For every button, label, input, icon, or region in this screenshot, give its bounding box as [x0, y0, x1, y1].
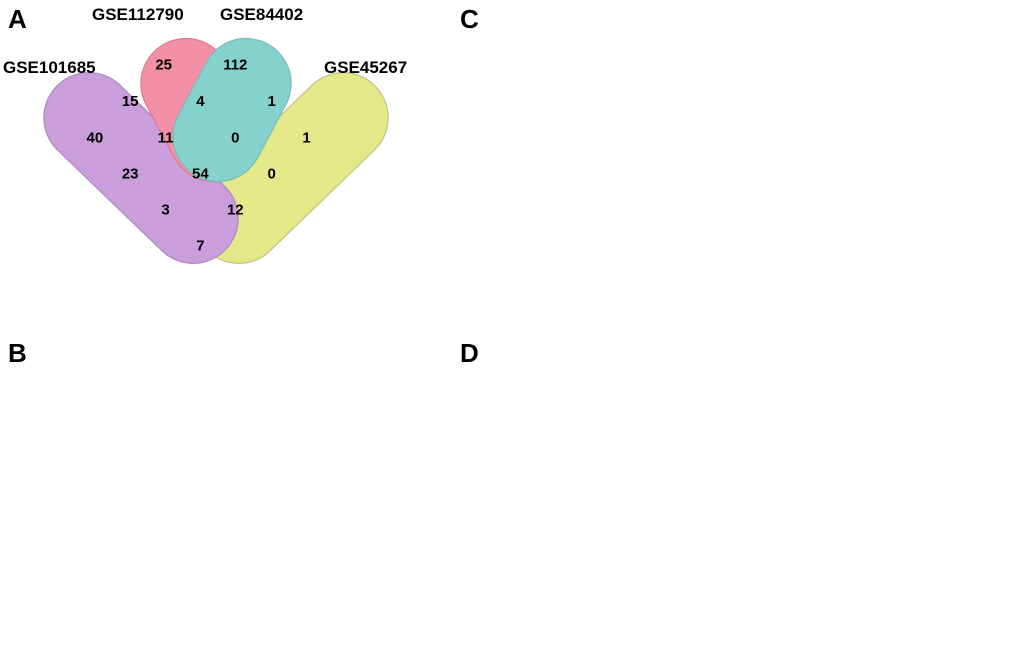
svg-text:GSE112790: GSE112790 — [92, 5, 184, 24]
svg-text:GSE101685: GSE101685 — [3, 58, 96, 77]
svg-text:GSE84402: GSE84402 — [220, 5, 303, 24]
svg-text:54: 54 — [192, 166, 209, 183]
svg-text:0: 0 — [268, 166, 276, 183]
svg-text:7: 7 — [196, 238, 204, 255]
svg-text:25: 25 — [155, 56, 172, 73]
svg-text:4: 4 — [196, 93, 205, 110]
svg-text:3: 3 — [161, 202, 169, 219]
svg-text:23: 23 — [122, 166, 139, 183]
svg-text:1: 1 — [302, 130, 310, 147]
svg-text:11: 11 — [158, 130, 174, 147]
svg-text:112: 112 — [223, 56, 247, 73]
svg-text:15: 15 — [122, 93, 139, 110]
svg-text:1: 1 — [268, 93, 276, 110]
svg-text:12: 12 — [227, 202, 244, 219]
svg-text:0: 0 — [231, 130, 239, 147]
svg-text:40: 40 — [87, 130, 104, 147]
svg-text:GSE45267: GSE45267 — [324, 58, 407, 77]
